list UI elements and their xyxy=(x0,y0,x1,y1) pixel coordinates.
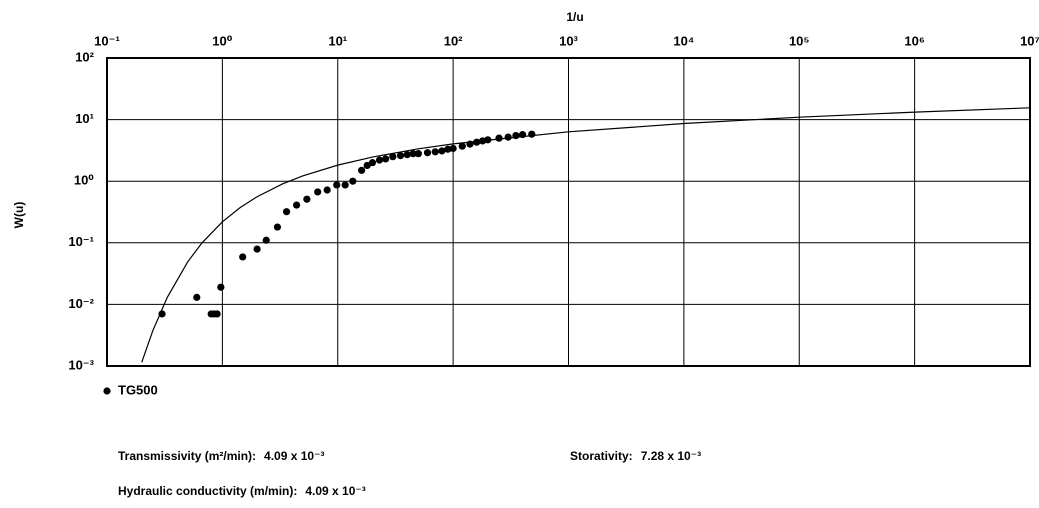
data-point xyxy=(382,155,389,162)
data-point xyxy=(333,181,340,188)
data-point xyxy=(397,152,404,159)
y-tick-label: 10⁻³ xyxy=(68,357,94,372)
x-tick-label: 10⁻¹ xyxy=(94,33,120,48)
y-tick-label: 10⁰ xyxy=(74,173,94,188)
data-point xyxy=(314,188,321,195)
data-point xyxy=(349,178,356,185)
data-point xyxy=(450,145,457,152)
data-point xyxy=(283,208,290,215)
annotation-label: Transmissivity (m²/min): xyxy=(118,449,256,463)
data-point xyxy=(376,157,383,164)
data-point xyxy=(389,153,396,160)
data-point xyxy=(342,181,349,188)
x-tick-label: 10⁰ xyxy=(212,33,232,48)
x-tick-label: 10⁵ xyxy=(789,33,810,48)
data-point xyxy=(432,148,439,155)
data-point xyxy=(484,136,491,143)
x-tick-label: 10³ xyxy=(559,33,578,48)
annotation-label: Hydraulic conductivity (m/min): xyxy=(118,484,297,498)
x-tick-label: 10¹ xyxy=(328,33,347,48)
data-point xyxy=(459,143,466,150)
data-point xyxy=(217,284,224,291)
data-point xyxy=(519,131,526,138)
data-point xyxy=(512,132,519,139)
x-tick-label: 10⁷ xyxy=(1020,33,1039,48)
y-tick-label: 10⁻² xyxy=(68,296,94,311)
annotation-value: 4.09 x 10⁻³ xyxy=(264,449,324,463)
data-point xyxy=(505,133,512,140)
legend-marker xyxy=(103,387,110,394)
data-point xyxy=(495,135,502,142)
y-tick-label: 10¹ xyxy=(75,111,94,126)
data-point xyxy=(213,310,220,317)
data-point xyxy=(303,196,310,203)
x-tick-label: 10² xyxy=(444,33,463,48)
y-tick-label: 10⁻¹ xyxy=(68,234,94,249)
annotation-value: 4.09 x 10⁻³ xyxy=(305,484,365,498)
y-axis-title: W(u) xyxy=(12,202,26,229)
data-point xyxy=(158,310,165,317)
x-axis-title: 1/u xyxy=(566,10,583,24)
annotation-label: Storativity: xyxy=(570,449,633,463)
data-point xyxy=(528,131,535,138)
data-point xyxy=(254,246,261,253)
data-point xyxy=(274,223,281,230)
data-point xyxy=(424,149,431,156)
data-point xyxy=(369,159,376,166)
chart: 1/u W(u) 10⁻¹ 10⁰ 10¹ 10² 10³ 10⁴ 10⁵ 10⁶ 10⁷ 10⁻… xyxy=(0,0,1039,508)
data-point xyxy=(358,167,365,174)
data-point xyxy=(239,253,246,260)
annotation-value: 7.28 x 10⁻³ xyxy=(641,449,701,463)
legend-label: TG500 xyxy=(118,382,158,397)
data-point xyxy=(263,237,270,244)
type-curve xyxy=(142,108,1030,363)
data-point xyxy=(293,201,300,208)
data-point xyxy=(193,294,200,301)
data-point xyxy=(466,141,473,148)
data-point xyxy=(415,150,422,157)
x-tick-label: 10⁶ xyxy=(904,33,924,48)
data-point xyxy=(324,186,331,193)
y-tick-label: 10² xyxy=(75,49,94,64)
x-tick-label: 10⁴ xyxy=(673,33,694,48)
